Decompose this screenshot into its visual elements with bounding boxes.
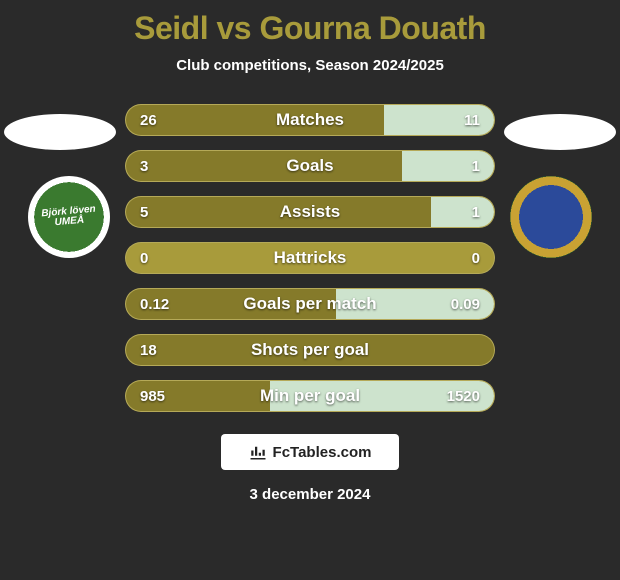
bar-fill-left	[126, 381, 270, 411]
stat-row: 31Goals	[125, 150, 495, 182]
bar-fill-right	[384, 105, 494, 135]
page-subtitle: Club competitions, Season 2024/2025	[0, 57, 620, 74]
page-title: Seidl vs Gourna Douath	[0, 0, 620, 47]
stat-row: 51Assists	[125, 196, 495, 228]
bar-fill-left	[126, 335, 494, 365]
chart-icon	[249, 443, 267, 461]
bar-value-left: 0	[140, 243, 148, 273]
bar-fill-right	[336, 289, 494, 319]
bar-fill-left	[126, 105, 384, 135]
bar-fill-left	[126, 289, 336, 319]
bar-value-right: 0	[472, 243, 480, 273]
club-logo-left: Björk löven UMEÅ	[28, 176, 110, 258]
footer-site-badge: FcTables.com	[221, 434, 399, 470]
bar-fill-right	[431, 197, 494, 227]
club-logo-right	[510, 176, 592, 258]
footer-site-text: FcTables.com	[273, 444, 372, 461]
footer-date: 3 december 2024	[0, 486, 620, 503]
bar-fill-right	[402, 151, 494, 181]
bar-fill-right	[270, 381, 494, 411]
stat-row: 0 0Hattricks	[125, 242, 495, 274]
bar-fill-left	[126, 197, 431, 227]
club-logo-left-text: Björk löven UMEÅ	[27, 203, 110, 230]
player-right-avatar-placeholder	[504, 114, 616, 150]
stat-row: 18Shots per goal	[125, 334, 495, 366]
comparison-bars: 2611Matches 31Goals 51Assists 0 0Hattricks 0.…	[125, 104, 495, 412]
stat-row: 0.120.09Goals per match	[125, 288, 495, 320]
bar-label: Hattricks	[126, 243, 494, 273]
stat-row: 9851520Min per goal	[125, 380, 495, 412]
club-logo-right-inner	[528, 194, 574, 240]
bar-fill-left	[126, 151, 402, 181]
stat-row: 2611Matches	[125, 104, 495, 136]
player-left-avatar-placeholder	[4, 114, 116, 150]
